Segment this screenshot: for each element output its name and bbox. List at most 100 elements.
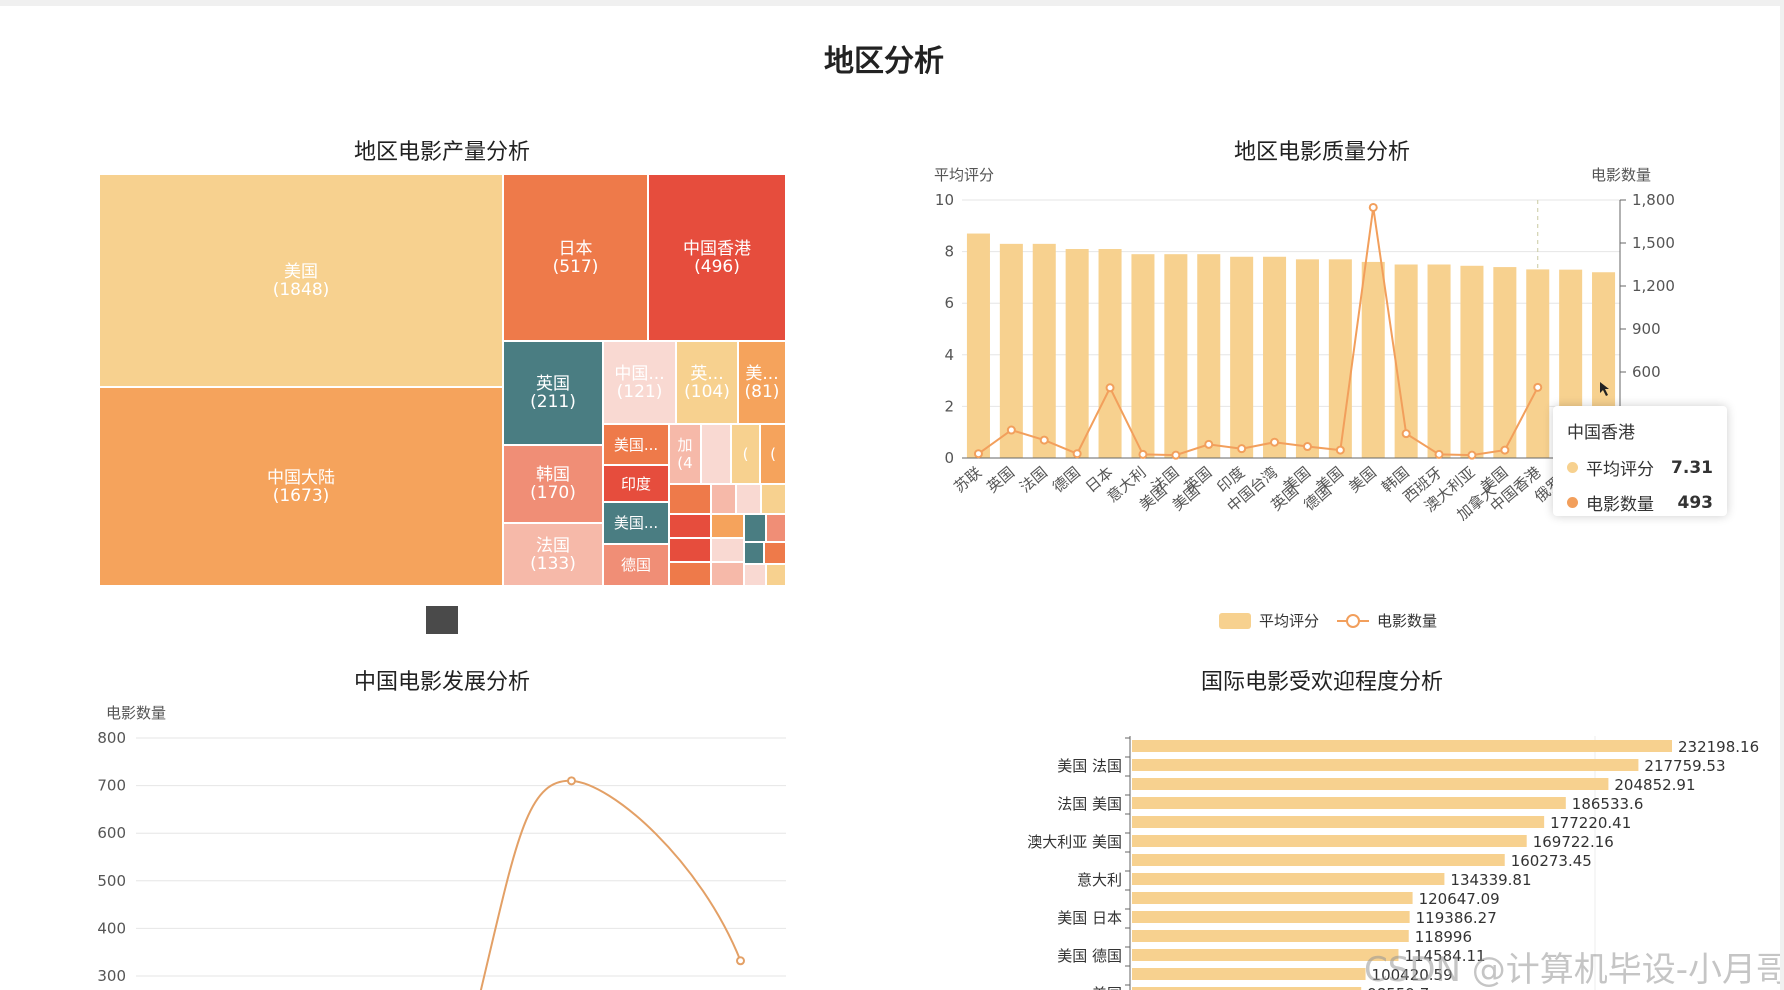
popularity-value-label: 160273.45	[1511, 852, 1592, 870]
treemap-cell-tiny[interactable]	[711, 484, 736, 514]
quality-count-point	[1138, 449, 1148, 459]
popularity-bar	[1132, 949, 1399, 961]
development-chart-title: 中国电影发展分析	[353, 670, 530, 695]
development-y-tick: 800	[97, 729, 126, 747]
treemap-cell-tiny[interactable]	[669, 538, 711, 562]
treemap-cell-label: 英国	[536, 374, 570, 394]
dashboard-page: 0 2 4 6 8 10 600 900 1,200 1,500 1,800 平均评分 电影数量 苏联 英国…	[0, 6, 1780, 990]
treemap-cell-small-3[interactable]: (	[760, 424, 786, 484]
treemap-cell-label: 中国大陆	[267, 467, 335, 488]
quality-count-point	[1302, 442, 1312, 452]
watermark: CSDN @计算机毕设-小月哥	[1364, 950, 1780, 990]
legend-bar-swatch[interactable]	[1219, 612, 1251, 629]
treemap-cell-small-1[interactable]	[701, 424, 731, 484]
quality-bar	[1197, 254, 1221, 458]
popularity-bar	[1132, 873, 1445, 885]
quality-y2-axis-label: 电影数量	[1591, 166, 1651, 184]
popularity-value-label: 119386.27	[1416, 909, 1497, 927]
treemap-cell-canada[interactable]: 加 (4	[669, 424, 701, 484]
treemap-cell-small-2[interactable]: (	[731, 424, 760, 484]
popularity-category-label: 澳大利亚 美国	[1027, 833, 1122, 851]
popularity-bar	[1132, 835, 1527, 847]
popularity-value-label: 186533.6	[1572, 795, 1644, 813]
treemap-cell-japan[interactable]: 日本 (517)	[503, 174, 648, 341]
legend-line-label[interactable]: 电影数量	[1377, 612, 1438, 630]
quality-count-point	[1434, 449, 1444, 459]
development-point	[567, 776, 576, 786]
treemap-cell-tiny[interactable]	[736, 484, 761, 514]
treemap-cell-india[interactable]: 印度	[603, 465, 669, 502]
treemap-cell-china-other[interactable]: 中国... (121)	[603, 341, 676, 424]
treemap-cell-label: 日本	[558, 238, 593, 259]
treemap-cell-usa-combo[interactable]: 美... (81)	[738, 341, 786, 424]
popularity-category-label: 美国 日本	[1057, 909, 1122, 927]
quality-y-tick: 10	[935, 191, 954, 209]
treemap-cell-tiny[interactable]	[711, 514, 744, 538]
legend-bar-label[interactable]: 平均评分	[1259, 612, 1320, 630]
treemap-cell-tiny[interactable]	[766, 564, 786, 586]
popularity-bar	[1132, 968, 1366, 980]
quality-y-tick: 0	[944, 449, 954, 467]
treemap-cell-france[interactable]: 法国 (133)	[503, 523, 603, 586]
treemap-cell-usa[interactable]: 美国 (1848)	[99, 174, 503, 387]
treemap-cell-tiny[interactable]	[744, 542, 764, 564]
treemap-cell-usa-combo-2[interactable]: 美国...	[603, 424, 669, 465]
treemap-cell-tiny[interactable]	[761, 484, 786, 514]
treemap-cell-tiny[interactable]	[766, 514, 786, 542]
popularity-category-label: 意大利	[1077, 871, 1122, 889]
treemap-cell-label: (	[742, 445, 749, 463]
treemap-cell-count: (121)	[616, 381, 663, 402]
tooltip-rating-value: 7.31	[1671, 457, 1713, 478]
quality-bar	[1032, 243, 1056, 458]
treemap-cell-label: (	[770, 445, 776, 463]
treemap-cell-tiny[interactable]	[669, 484, 711, 514]
quality-bar	[1427, 264, 1451, 458]
page-title: 地区分析	[824, 44, 944, 79]
legend-line-swatch[interactable]	[1337, 613, 1370, 629]
treemap-cell-tiny[interactable]	[711, 538, 744, 562]
popularity-bar	[1132, 759, 1639, 771]
quality-y2-tick: 600	[1632, 363, 1661, 381]
popularity-bar	[1132, 930, 1409, 942]
popularity-value-label: 98559.7	[1367, 985, 1429, 990]
quality-bar	[1328, 259, 1352, 458]
quality-bar	[1263, 256, 1287, 458]
treemap-cell-tiny[interactable]	[711, 562, 744, 586]
tooltip-count-value: 493	[1677, 492, 1714, 513]
treemap-cell-label: 印度	[620, 474, 651, 493]
quality-chart-title: 地区电影质量分析	[1233, 140, 1410, 165]
popularity-bar	[1132, 797, 1566, 809]
tooltip-rating-dot	[1567, 462, 1578, 473]
quality-y-tick: 2	[944, 397, 954, 415]
popularity-value-label: 204852.91	[1614, 776, 1695, 794]
treemap-cell-germany[interactable]: 德国	[603, 544, 669, 586]
popularity-chart-title: 国际电影受欢迎程度分析	[1200, 670, 1443, 695]
quality-count-point	[1401, 429, 1411, 439]
treemap-cell-tiny[interactable]	[764, 542, 786, 564]
treemap-cell-tiny[interactable]	[669, 514, 711, 538]
treemap-cell-usa-combo-3[interactable]: 美国...	[603, 502, 669, 544]
treemap-cell-label: 韩国	[536, 465, 570, 485]
development-y-tick: 500	[97, 872, 126, 890]
tooltip-row-rating: 平均评分 7.31	[1567, 455, 1713, 480]
treemap-cell-china-mainland[interactable]: 中国大陆 (1673)	[99, 387, 503, 586]
treemap-cell-uk-combo[interactable]: 英... (104)	[676, 341, 738, 424]
treemap-cell-uk[interactable]: 英国 (211)	[503, 341, 603, 445]
development-point	[736, 956, 745, 966]
treemap-cell-tiny[interactable]	[744, 514, 766, 542]
treemap-cell-korea[interactable]: 韩国 (170)	[503, 445, 603, 523]
quality-bar	[1230, 256, 1254, 458]
popularity-bar	[1132, 987, 1362, 990]
quality-x-tick: 美国	[1345, 463, 1380, 496]
treemap-cell-tiny[interactable]	[744, 564, 766, 586]
treemap-cell-hongkong[interactable]: 中国香港 (496)	[648, 174, 786, 341]
treemap-cell-tiny[interactable]	[669, 562, 711, 586]
quality-y2-tick: 1,800	[1632, 191, 1675, 209]
quality-count-point	[1500, 445, 1510, 455]
treemap-cell-label: 中国...	[614, 363, 665, 384]
quality-bar	[1098, 249, 1122, 458]
quality-count-point	[1467, 450, 1477, 460]
quality-bar	[1295, 259, 1319, 458]
treemap-breadcrumb-button[interactable]	[426, 606, 458, 634]
